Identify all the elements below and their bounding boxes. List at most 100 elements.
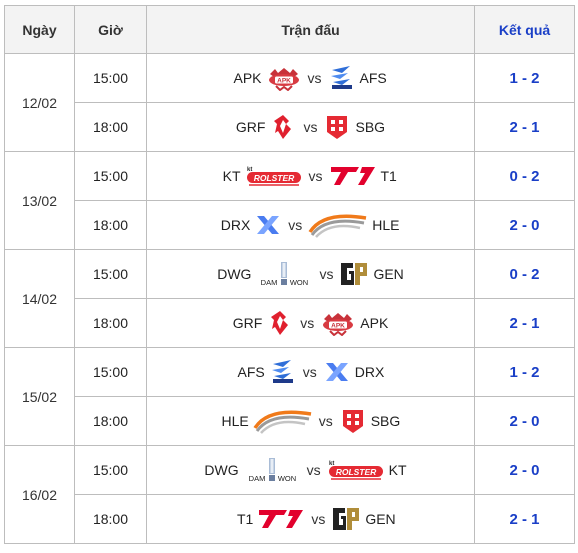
match-row: 18:00 T1 vs GEN 2 - 1 [5,494,575,544]
dwg-logo-icon: DAM WON [255,261,313,287]
afs-logo-icon [328,64,356,92]
home-team-name: DWG [217,266,252,282]
kt-logo-icon: kt ROLSTER [327,458,385,482]
schedule-body: 12/02 15:00 APK APK vs AFS 1 - 2 18:00 GRF vs… [4,53,575,544]
home-team-name: HLE [221,413,249,429]
match-row: 13/02 15:00 KT kt ROLSTER vs T1 0 - 2 [4,151,575,250]
drx-logo-icon [254,211,282,239]
vs-label: vs [288,217,303,233]
away-team-name: DRX [354,364,385,380]
vs-label: vs [300,315,315,331]
match-date: 12/02 [4,53,75,152]
match-date: 16/02 [4,445,75,544]
away-team-name: SBG [370,413,401,429]
match-row: 15/02 15:00 AFS vs DRX 1 - 2 [4,347,575,446]
match-result: 2 - 0 [474,200,575,250]
home-team-name: GRF [232,315,263,331]
home-team-name: GRF [235,119,266,135]
away-team-name: GEN [365,511,396,527]
match-row: 18:00 GRF vs APK APK 2 - 1 [5,298,575,348]
match-result: 0 - 2 [474,151,575,201]
afs-logo-icon [269,358,297,386]
away-team-name: GEN [373,266,404,282]
kt-logo-icon: kt ROLSTER [245,164,303,188]
match-result: 2 - 0 [474,396,575,446]
apk-logo-icon: APK [320,310,356,336]
sbg-logo-icon [339,407,367,435]
match-row: 18:00 HLE vs SBG 2 - 0 [5,396,575,446]
match-date: 14/02 [4,249,75,348]
home-team-name: DRX [220,217,251,233]
grf-logo-icon [269,113,297,141]
t1-logo-icon [257,508,305,530]
match-time: 15:00 [74,249,147,299]
dwg-right-text: WON [277,474,295,483]
match-time: 15:00 [74,53,147,103]
match-cell: DRX vs HLE [146,200,475,250]
vs-label: vs [307,70,322,86]
match-time: 15:00 [74,445,147,495]
match-cell: AFS vs DRX [146,347,475,397]
dwg-left-text: DAM [248,474,265,483]
match-row: 14/02 15:00 DWG DAM WON vs GEN 0 - 2 [4,249,575,348]
home-team-name: APK [233,70,262,86]
match-result: 2 - 1 [474,102,575,152]
match-cell: T1 vs GEN [146,494,475,544]
home-team-name: AFS [237,364,265,380]
vs-label: vs [319,266,334,282]
t1-logo-icon [329,165,377,187]
match-teams: AFS vs DRX [147,348,474,396]
match-schedule-table: Ngày Giờ Trận đấu Kết quả 12/02 15:00 APK … [4,5,575,544]
away-team-name: AFS [359,70,387,86]
match-result: 2 - 1 [474,494,575,544]
kt-small-text: kt [247,167,252,173]
match-result: 1 - 2 [474,347,575,397]
table-header-row: Ngày Giờ Trận đấu Kết quả [4,5,575,54]
dwg-left-text: DAM [261,278,278,287]
vs-label: vs [308,168,323,184]
match-result: 2 - 1 [474,298,575,348]
drx-logo-icon [323,358,351,386]
match-teams: GRF vs SBG [147,103,474,151]
header-result: Kết quả [474,5,575,54]
match-row: 12/02 15:00 APK APK vs AFS 1 - 2 [4,53,575,152]
match-teams: DWG DAM WON vs GEN [147,250,474,298]
match-row: 16/02 15:00 DWG DAM WON vs kt ROLSTER KT 2 … [4,445,575,544]
away-team-name: T1 [380,168,397,184]
match-time: 15:00 [74,151,147,201]
match-time: 18:00 [74,102,147,152]
grf-logo-icon [266,309,294,337]
kt-rolster-text: ROLSTER [335,467,376,477]
match-date: 13/02 [4,151,75,250]
header-date: Ngày [4,5,75,54]
vs-label: vs [306,462,321,478]
match-time: 18:00 [74,298,147,348]
match-row: 18:00 DRX vs HLE 2 - 0 [5,200,575,250]
apk-badge-text: APK [331,322,345,329]
match-cell: GRF vs SBG [146,102,475,152]
vs-label: vs [302,364,317,380]
match-time: 15:00 [74,347,147,397]
match-teams: DWG DAM WON vs kt ROLSTER KT [147,446,474,494]
match-teams: KT kt ROLSTER vs T1 [147,152,474,200]
kt-rolster-text: ROLSTER [253,173,294,183]
vs-label: vs [303,119,318,135]
dwg-right-text: WON [290,278,308,287]
kt-small-text: kt [329,461,334,467]
match-cell: KT kt ROLSTER vs T1 [146,151,475,201]
match-teams: GRF vs APK APK [147,299,474,347]
hle-logo-icon [253,408,313,434]
match-cell: DWG DAM WON vs kt ROLSTER KT [146,445,475,495]
match-time: 18:00 [74,396,147,446]
match-time: 18:00 [74,200,147,250]
apk-badge-text: APK [277,77,291,84]
match-row: 18:00 GRF vs SBG 2 - 1 [5,102,575,152]
match-teams: DRX vs HLE [147,201,474,249]
match-teams: T1 vs GEN [147,495,474,543]
gen-logo-icon [339,260,369,288]
match-result: 0 - 2 [474,249,575,299]
match-result: 2 - 0 [474,445,575,495]
away-team-name: HLE [372,217,400,233]
header-match: Trận đấu [146,5,475,54]
away-team-name: APK [360,315,389,331]
